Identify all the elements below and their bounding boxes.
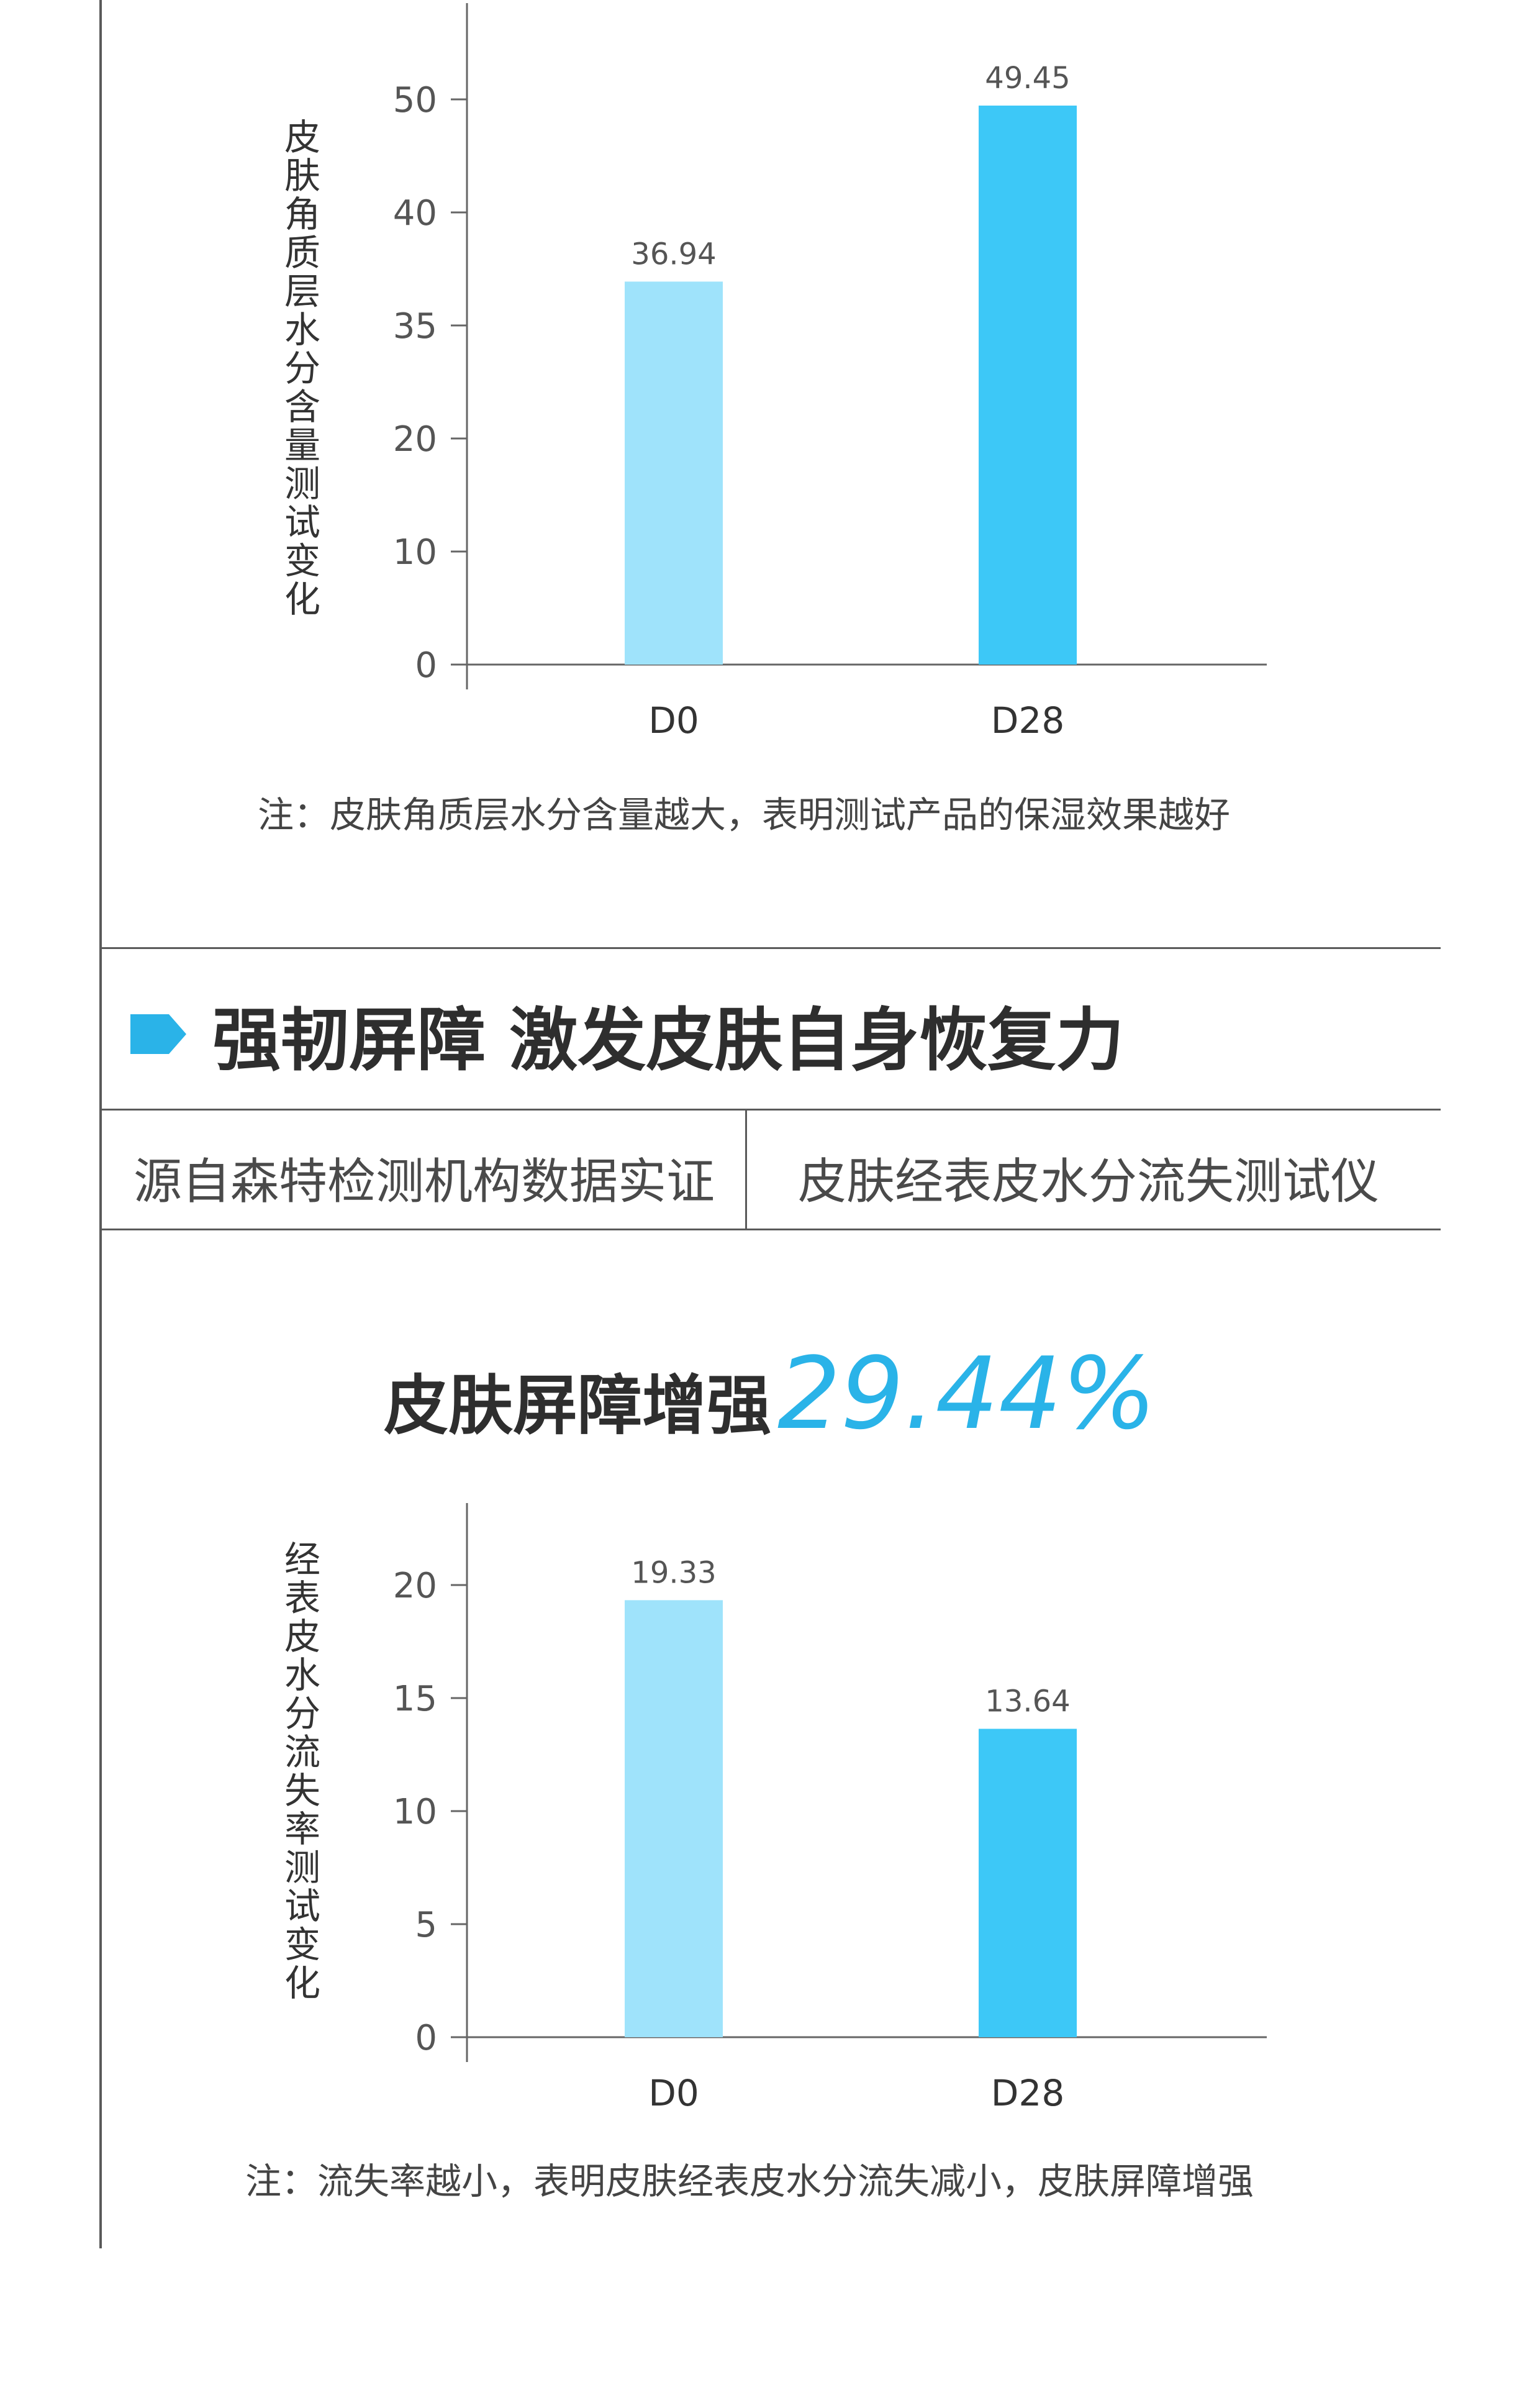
- chart1-x-tick-label: D28: [991, 699, 1064, 742]
- subheader-left: 源自森特检测机构数据实证: [134, 1154, 715, 1210]
- chart2-y-tick-label: 10: [393, 1792, 437, 1832]
- highlight-line: 皮肤屏障增强29.44%: [0, 1335, 1540, 1451]
- chart1-y-tick-label: 20: [393, 419, 437, 460]
- section-header: 强韧屏障 激发皮肤自身恢复力: [130, 988, 1124, 1081]
- chart1-y-tick-label: 35: [393, 306, 437, 347]
- chart2-y-tick-label: 15: [393, 1679, 437, 1719]
- subheader-bottom-line: [99, 1229, 1441, 1230]
- chart2-ylabel: 经表皮水分流失率测试变化: [278, 1540, 320, 2002]
- chart2-data-label: 13.64: [985, 1684, 1070, 1719]
- chart1-data-label: 36.94: [631, 237, 716, 271]
- chart1-bar-d0: [625, 281, 723, 665]
- chart2-svg: 0 5 10 15 20 19.33 D0 13.64 D28: [393, 1503, 1267, 2114]
- chart1-y-tick-label: 40: [393, 193, 437, 234]
- chart1-note: 注：皮肤角质层水分含量越大，表明测试产品的保湿效果越好: [258, 794, 1231, 836]
- subheader-divider: [745, 1109, 747, 1230]
- chart1-ylabel: 皮肤角质层水分含量测试变化: [278, 118, 320, 619]
- chart1-y-tick-label: 0: [415, 645, 437, 686]
- chart1-y-tick-label: 50: [393, 80, 437, 120]
- chart2-bar-d0: [625, 1600, 723, 2037]
- chart1-svg: 0 10 20 35 40 50 36.94 D0 49.45 D28: [393, 3, 1267, 742]
- section-divider-top: [99, 947, 1441, 949]
- chart1-data-label: 49.45: [985, 61, 1070, 96]
- section-title: 强韧屏障 激发皮肤自身恢复力: [212, 1001, 1125, 1080]
- chart-tewl: 经表皮水分流失率测试变化 0 5 10 15 20 19.33 D0 13.64 D28 注：流…: [0, 1491, 1540, 2202]
- chart2-x-tick-label: D0: [648, 2072, 699, 2114]
- arrow-tag-icon: [130, 1014, 186, 1054]
- chart1-x-tick-label: D0: [648, 699, 699, 742]
- chart2-y-tick-label: 5: [415, 1905, 437, 1945]
- chart2-bar-d28: [979, 1729, 1077, 2037]
- highlight-text: 皮肤屏障增强: [383, 1368, 771, 1443]
- chart2-y-tick-label: 20: [393, 1566, 437, 1606]
- chart1-bar-d28: [979, 106, 1077, 665]
- chart2-y-tick-label: 0: [415, 2018, 437, 2058]
- left-frame-line: [99, 0, 102, 2248]
- subheader-top-line: [99, 1109, 1441, 1111]
- chart2-note: 注：流失率越小，表明皮肤经表皮水分流失减小，皮肤屏障增强: [245, 2160, 1254, 2202]
- chart1-y-tick-label: 10: [393, 532, 437, 573]
- chart-moisture: 皮肤角质层水分含量测试变化 0 10 20 35 40 50 36.94 D0 49.45 D28…: [0, 0, 1540, 836]
- subheader-right: 皮肤经表皮水分流失测试仪: [798, 1154, 1380, 1210]
- highlight-number: 29.44%: [777, 1335, 1157, 1451]
- chart2-x-tick-label: D28: [991, 2072, 1064, 2114]
- chart2-data-label: 19.33: [631, 1555, 716, 1590]
